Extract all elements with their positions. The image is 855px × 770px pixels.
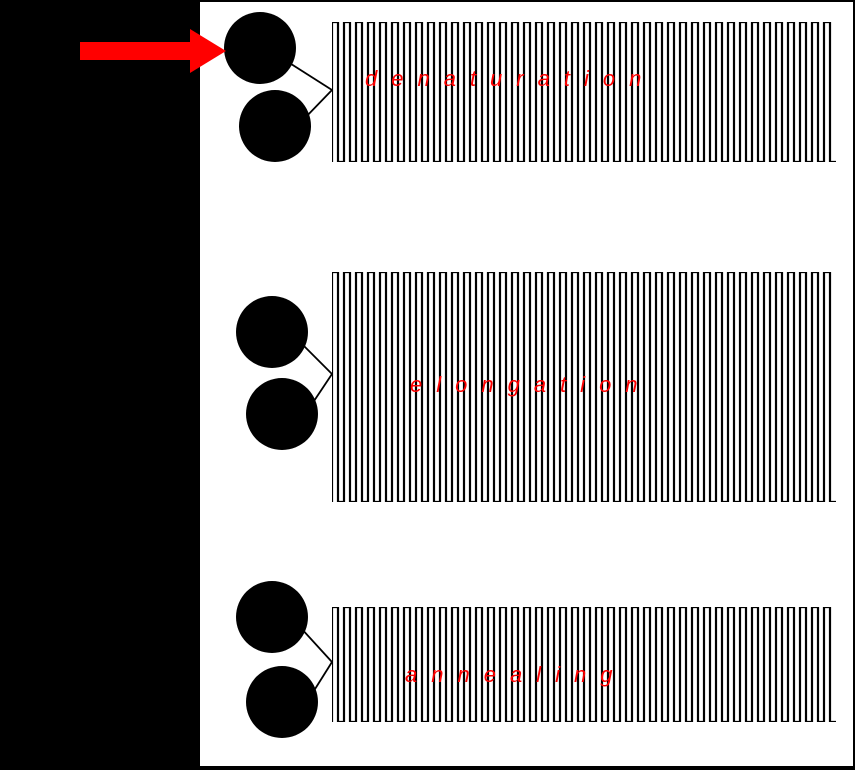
label-elongation: elongation <box>410 372 652 398</box>
pointer-arrow <box>80 22 240 82</box>
label-annealing: annealing <box>405 662 626 688</box>
label-denaturation: denaturation <box>365 66 655 92</box>
white-panel: denaturation elongation annealing <box>200 2 853 766</box>
zigzag-denaturation <box>332 22 842 162</box>
